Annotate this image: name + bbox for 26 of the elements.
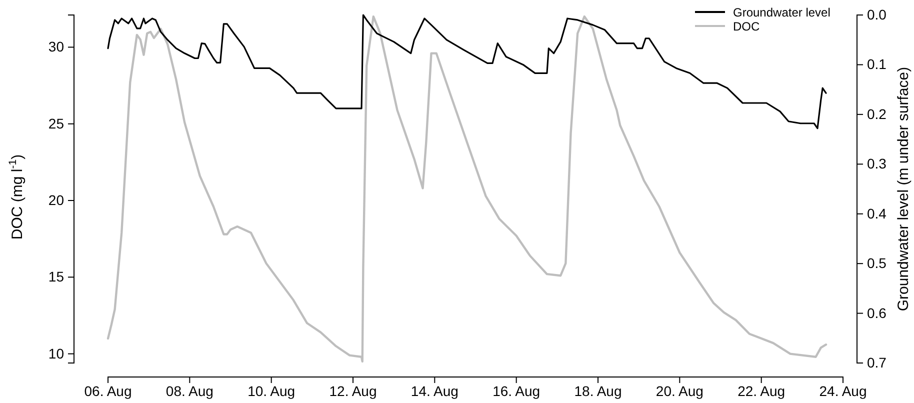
- x-tick-label: 22. Aug: [738, 382, 786, 399]
- y-tick-label: 30: [48, 38, 64, 55]
- x-tick-label: 16. Aug: [492, 382, 540, 399]
- y2-tick-label: 0.6: [867, 304, 887, 321]
- y2-tick-label: 0.5: [867, 255, 887, 272]
- y2-tick-label: 0.7: [867, 354, 887, 370]
- y2-tick-label: 0.2: [867, 106, 887, 122]
- y-tick-label: 25: [48, 115, 64, 132]
- x-tick-label: 06. Aug: [84, 382, 132, 399]
- y-tick-label: 10: [48, 345, 64, 362]
- y2-axis-title: Groundwater level (m under surface): [895, 66, 912, 312]
- y-tick-label: 15: [48, 268, 64, 285]
- x-tick-label: 24. Aug: [819, 382, 867, 399]
- y2-tick-label: 0.3: [867, 156, 887, 172]
- x-tick-label: 20. Aug: [656, 382, 704, 399]
- x-tick-label: 12. Aug: [329, 382, 377, 399]
- y-tick-label: 20: [48, 192, 64, 208]
- y2-tick-label: 0.1: [867, 56, 887, 72]
- x-tick-label: 08. Aug: [166, 382, 214, 399]
- y2-tick-label: 0.0: [867, 6, 887, 22]
- legend-label: Groundwater level: [733, 6, 830, 20]
- y2-tick-label: 0.4: [867, 205, 887, 222]
- x-tick-label: 10. Aug: [248, 382, 296, 399]
- x-tick-label: 14. Aug: [410, 382, 458, 399]
- x-tick-label: 18. Aug: [574, 382, 622, 399]
- legend-label: DOC: [733, 20, 760, 34]
